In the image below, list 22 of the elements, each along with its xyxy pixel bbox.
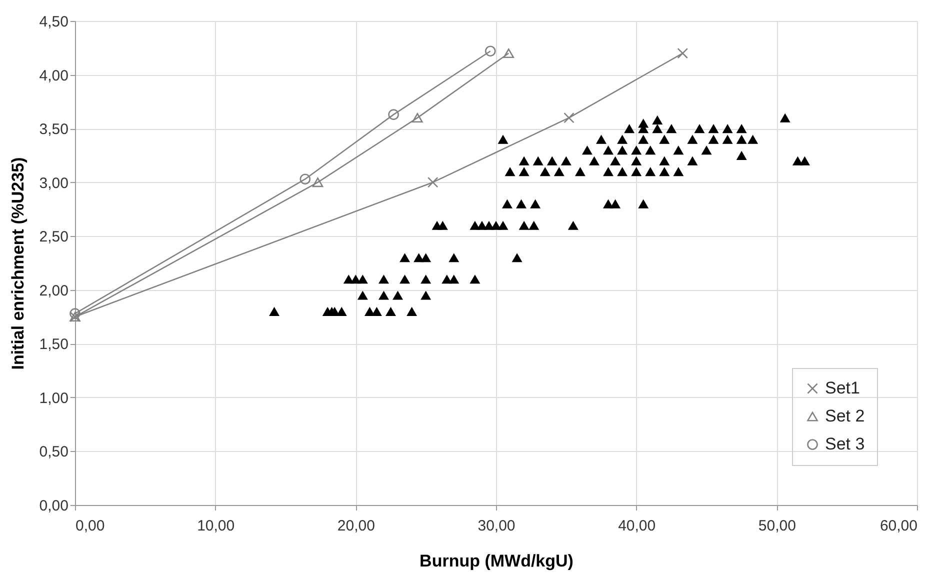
y-tick-label: 1,50 xyxy=(39,336,68,354)
y-tick-label: 3,00 xyxy=(39,174,68,192)
y-tick-label: 0,50 xyxy=(39,444,68,461)
x-tick-label: 30,00 xyxy=(478,518,516,534)
x-tick-label: 60,00 xyxy=(880,518,918,534)
x-tick-label: 40,00 xyxy=(618,518,656,534)
y-tick-label: 3,50 xyxy=(39,121,68,138)
y-tick-label: 0,00 xyxy=(39,498,68,514)
y-tick-label: 2,50 xyxy=(39,228,68,246)
y-axis-title: Initial enrichment (%U235) xyxy=(8,157,28,370)
x-axis-title: Burnup (MWd/kgU) xyxy=(420,552,574,570)
y-tick-label: 2,00 xyxy=(39,282,68,300)
x-tick-label: 20,00 xyxy=(337,518,375,534)
legend-label: Set1 xyxy=(825,378,860,398)
x-tick-label: 0,00 xyxy=(76,518,105,534)
y-tick-label: 1,00 xyxy=(39,390,68,407)
x-tick-label: 10,00 xyxy=(197,518,235,534)
legend-label: Set 2 xyxy=(825,406,865,426)
y-tick-label: 4,00 xyxy=(39,67,68,84)
x-tick-label: 50,00 xyxy=(758,518,796,534)
legend-label: Set 3 xyxy=(825,434,865,454)
y-tick-label: 4,50 xyxy=(39,14,68,30)
